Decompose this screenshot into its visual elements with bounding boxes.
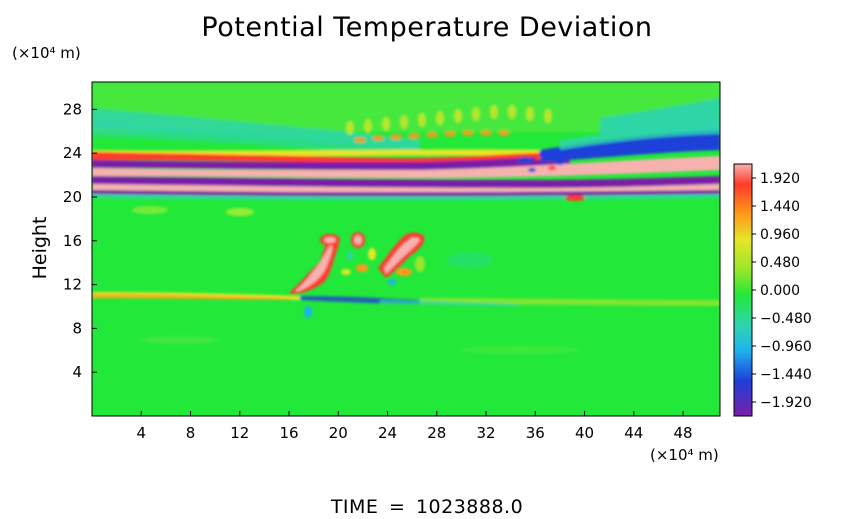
colorbar-label: −0.960 xyxy=(760,339,812,355)
time-value: 1023888.0 xyxy=(415,496,524,518)
colorbar-label: 1.440 xyxy=(760,199,800,215)
plot-frame xyxy=(91,81,721,417)
heatmap-field xyxy=(92,82,720,416)
x-tick-label: 16 xyxy=(279,424,298,442)
colorbar-label: 0.960 xyxy=(760,227,800,243)
x-tick-label: 4 xyxy=(136,424,146,442)
y-tick-label: 12 xyxy=(63,276,82,294)
y-tick-label: 16 xyxy=(63,232,82,250)
x-tick-label: 36 xyxy=(526,424,545,442)
y-tick-label: 20 xyxy=(63,188,82,206)
x-tick-label: 28 xyxy=(427,424,446,442)
y-tick-label: 24 xyxy=(63,144,82,162)
colorbar-label: −1.440 xyxy=(760,367,812,383)
x-tick-label: 48 xyxy=(674,424,693,442)
x-tick-label: 32 xyxy=(476,424,495,442)
x-tick-label: 8 xyxy=(186,424,196,442)
x-axis: 4 8 12 16 20 24 28 32 36 40 44 48 xyxy=(136,411,693,442)
x-tick-label: 12 xyxy=(230,424,249,442)
x-tick-label: 44 xyxy=(624,424,643,442)
x-tick-label: 40 xyxy=(575,424,594,442)
x-axis-unit: (×10⁴ m) xyxy=(650,446,719,464)
chart-title: Potential Temperature Deviation xyxy=(201,12,653,43)
x-tick-label: 24 xyxy=(378,424,397,442)
y-tick-label: 8 xyxy=(72,319,82,337)
colorbar-label: 0.000 xyxy=(760,283,800,299)
y-tick-label: 28 xyxy=(63,100,82,118)
x-tick-label: 20 xyxy=(329,424,348,442)
colorbar: 1.920 1.440 0.960 0.480 0.000 −0.480 −0.960 −1.… xyxy=(733,163,812,417)
time-equals: = xyxy=(388,496,406,518)
colorbar-label: −1.920 xyxy=(760,395,812,411)
time-readout: TIME = 1023888.0 xyxy=(0,496,854,518)
y-axis: 4 8 12 16 20 24 28 xyxy=(63,100,97,381)
y-tick-label: 4 xyxy=(72,363,82,381)
colorbar-label: −0.480 xyxy=(760,311,812,327)
time-label: TIME xyxy=(330,496,379,518)
colorbar-label: 1.920 xyxy=(760,171,800,187)
y-axis-unit: (×10⁴ m) xyxy=(12,44,81,62)
colorbar-label: 0.480 xyxy=(760,255,800,271)
